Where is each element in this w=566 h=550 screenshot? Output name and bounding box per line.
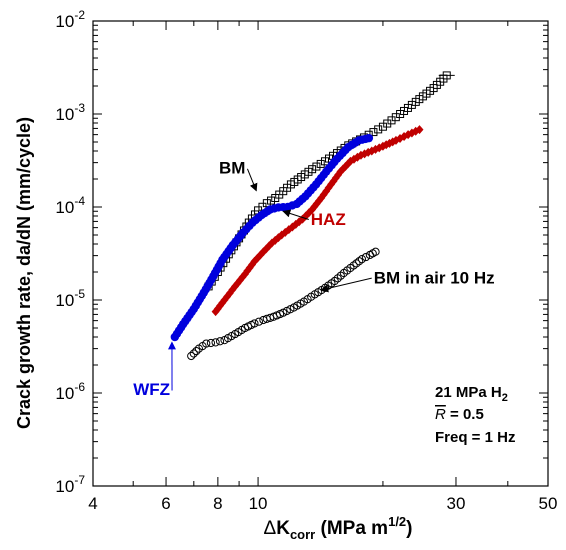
data-point: [192, 346, 201, 356]
x-axis-title-sub: corr: [290, 527, 315, 542]
plot-frame: [92, 20, 549, 487]
annotation-label: BM: [219, 158, 245, 177]
x-tick-label: 50: [539, 494, 558, 513]
data-point: [187, 351, 196, 361]
data-point: [215, 337, 225, 346]
y-tick-label: 10-6: [55, 380, 85, 403]
x-tick-label: 30: [447, 494, 466, 513]
annotation-layer: BM HAZ BM in air 10 Hz WFZ: [133, 158, 494, 399]
x-axis-title-close: ): [406, 518, 412, 539]
data-point: [415, 125, 424, 135]
data-point: [262, 199, 271, 208]
data-point: [312, 162, 321, 171]
y-axis-title: Crack growth rate, da/dN (mm/cycle): [14, 117, 34, 429]
data-point: [267, 196, 276, 205]
x-axis-title: ΔKcorr (MPa m1/2): [264, 514, 413, 542]
data-point: [250, 319, 259, 328]
data-point: [308, 165, 317, 174]
data-point: [349, 261, 358, 270]
data-point: [211, 338, 220, 347]
x-tick-label: 6: [161, 494, 170, 513]
series-bm-in-air-10-hz: [187, 247, 380, 361]
x-axis-title-unit: (MPa m: [315, 518, 388, 539]
x-tick-label: 10: [249, 494, 268, 513]
y-tick-label: 10-2: [55, 8, 85, 31]
data-point: [361, 252, 371, 262]
y-axis-ticks: 10-7 10-6 10-5 10-4 10-3 10-2: [55, 8, 548, 496]
condition-r-symbol: R: [435, 406, 446, 423]
y-tick-label: 10-5: [55, 287, 85, 310]
series-wfz: [170, 133, 374, 342]
data-point: [371, 247, 380, 256]
annotation-label: HAZ: [311, 210, 346, 229]
x-tick-label: 8: [213, 494, 222, 513]
annotation-arrow: [320, 277, 372, 293]
condition-r-ratio: R = 0.5: [435, 406, 484, 423]
x-axis-title-delta: Δ: [264, 518, 277, 539]
data-point: [254, 317, 264, 326]
data-point: [206, 338, 216, 348]
annotation-arrow: [282, 209, 309, 221]
test-conditions: 21 MPa H2 R = 0.5 Freq = 1 Hz: [435, 384, 515, 446]
x-tick-label: 4: [88, 494, 97, 513]
data-point: [355, 257, 364, 266]
series-haz: [211, 125, 424, 317]
condition-pressure-sub: 2: [502, 392, 508, 404]
x-axis-title-main: K: [276, 518, 290, 539]
data-point: [357, 255, 367, 264]
annotation-label: BM in air 10 Hz: [374, 269, 495, 288]
data-point: [352, 259, 361, 268]
y-tick-label: 10-4: [55, 194, 85, 217]
condition-pressure: 21 MPa H2: [435, 384, 508, 404]
annotation-arrow: [246, 168, 258, 192]
condition-pressure-main: 21 MPa H: [435, 384, 502, 401]
data-point: [374, 125, 383, 134]
data-point: [369, 128, 378, 137]
condition-r-value: = 0.5: [446, 406, 484, 423]
x-axis-ticks: 4 6 8 10 30 50: [88, 21, 557, 513]
condition-frequency: Freq = 1 Hz: [435, 429, 515, 446]
data-point: [202, 339, 211, 348]
y-tick-label: 10-3: [55, 101, 85, 124]
data-point: [316, 159, 325, 168]
y-tick-label: 10-7: [55, 473, 85, 496]
data-point: [189, 349, 198, 358]
annotation-label: WFZ: [133, 380, 170, 399]
series-layer: [170, 71, 455, 361]
data-point: [364, 133, 374, 143]
data-point: [321, 157, 330, 166]
x-axis-title-sup: 1/2: [388, 514, 406, 529]
